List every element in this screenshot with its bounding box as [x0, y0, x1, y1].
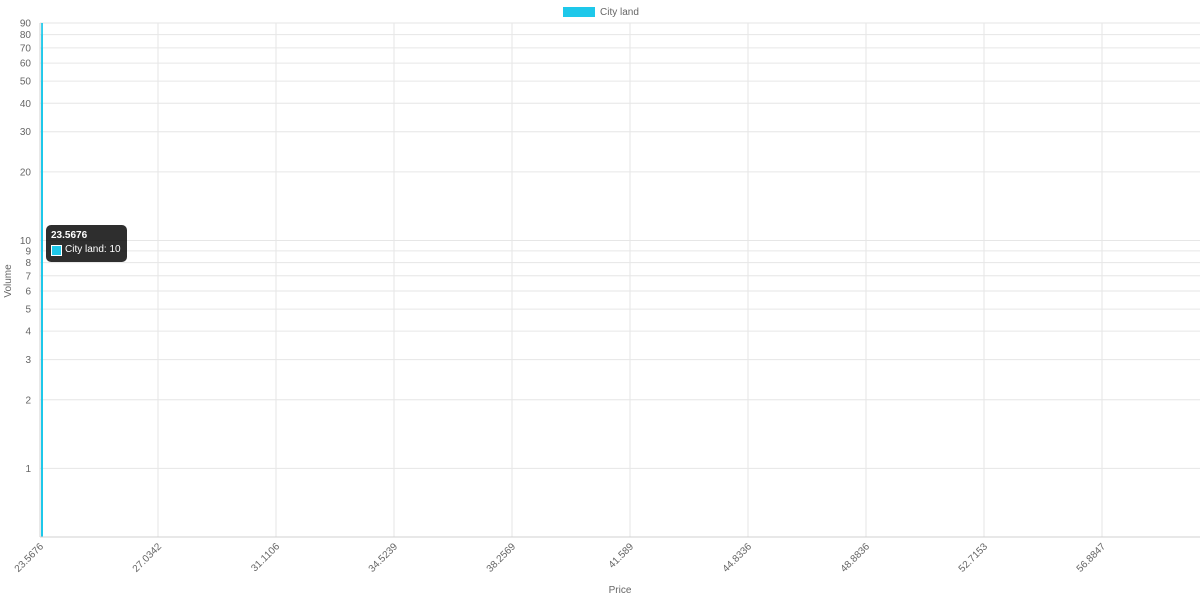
x-tick-label: 44.8336: [721, 541, 755, 575]
y-axis-title: Volume: [3, 264, 14, 298]
y-tick-label: 1: [25, 464, 31, 475]
y-tick-label: 80: [20, 30, 32, 41]
tooltip-title: 23.5676: [51, 230, 88, 241]
legend[interactable]: City land: [563, 7, 639, 18]
legend-label[interactable]: City land: [600, 7, 639, 18]
y-tick-label: 90: [20, 19, 32, 30]
y-tick-label: 40: [20, 99, 32, 110]
x-tick-label: 52.7153: [957, 541, 991, 575]
y-tick-label: 6: [25, 287, 31, 298]
y-tick-label: 4: [25, 327, 31, 338]
y-tick-label: 50: [20, 77, 32, 88]
x-tick-label: 31.1106: [249, 541, 282, 574]
y-tick-label: 60: [20, 59, 32, 70]
y-tick-label: 5: [25, 305, 31, 316]
x-axis-title: Price: [609, 585, 632, 596]
y-tick-label: 10: [20, 236, 32, 247]
tooltip: 23.5676 City land: 10: [46, 225, 127, 262]
x-tick-label: 34.5239: [367, 541, 401, 575]
chart-grid: [39, 22, 1200, 537]
x-tick-label: 48.8836: [839, 541, 873, 575]
bars[interactable]: [41, 23, 43, 538]
x-tick-label: 23.5676: [13, 541, 47, 575]
y-tick-label: 30: [20, 127, 32, 138]
y-tick-label: 8: [25, 258, 31, 269]
y-tick-label: 3: [25, 355, 31, 366]
tooltip-label: City land: 10: [65, 244, 121, 255]
y-tick-label: 20: [20, 167, 32, 178]
legend-swatch[interactable]: [563, 7, 595, 17]
y-tick-label: 2: [25, 395, 31, 406]
y-tick-label: 9: [25, 246, 31, 257]
x-axis-ticks: 23.5676 27.0342 31.1106 34.5239 38.2569 41.58…: [13, 541, 1109, 575]
y-tick-label: 70: [20, 43, 32, 54]
y-tick-label: 7: [25, 271, 31, 282]
bar[interactable]: [41, 240, 43, 538]
x-tick-label: 27.0342: [131, 541, 165, 575]
x-tick-label: 38.2569: [485, 541, 519, 575]
tooltip-row: City land: 10: [51, 243, 121, 257]
tooltip-swatch: [51, 244, 62, 256]
x-tick-label: 56.8847: [1075, 541, 1109, 575]
x-tick-label: 41.589: [607, 541, 637, 571]
